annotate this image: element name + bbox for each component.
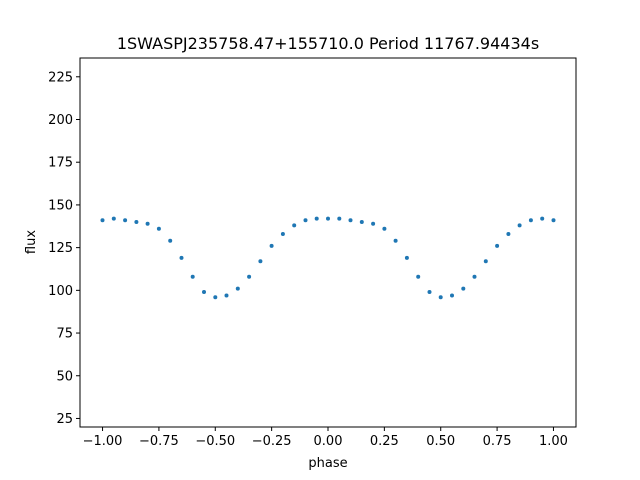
data-point: [551, 218, 556, 223]
y-tick-label: 125: [48, 241, 73, 256]
data-point: [247, 274, 252, 279]
data-point: [404, 255, 409, 260]
data-point: [292, 223, 297, 228]
data-point: [134, 220, 139, 224]
data-point: [235, 286, 240, 291]
data-point: [450, 293, 454, 298]
y-tick-label: 225: [48, 70, 73, 85]
data-point: [371, 221, 376, 226]
data-point: [190, 274, 195, 279]
x-tick-label: 0.75: [483, 434, 512, 449]
data-point: [359, 220, 364, 224]
data-point: [528, 218, 533, 223]
data-point: [337, 216, 342, 221]
data-point: [461, 286, 466, 291]
data-point: [483, 259, 488, 264]
axes-frame: [79, 57, 577, 428]
data-point: [224, 293, 229, 298]
y-tick-label: 75: [56, 327, 73, 342]
x-axis-label: phase: [308, 456, 347, 471]
y-axis-ticks: 25 50 75 100 125 150 175 200 225: [48, 70, 80, 427]
x-tick-label: 0.25: [370, 434, 399, 449]
data-point: [145, 221, 150, 226]
data-point: [258, 259, 263, 264]
data-point: [269, 243, 274, 248]
x-axis-ticks: −1.00 −0.75 −0.50 −0.25 0.00 0.25 0.50 0.75 1.00: [83, 427, 568, 449]
data-point: [314, 216, 319, 221]
y-tick-label: 50: [56, 369, 73, 384]
data-points: [100, 216, 556, 300]
y-tick-label: 200: [48, 113, 73, 128]
data-point: [438, 295, 443, 300]
data-point: [213, 295, 218, 300]
x-tick-label: 1.00: [539, 434, 568, 449]
data-point: [179, 255, 184, 260]
data-point: [111, 216, 116, 221]
y-tick-label: 150: [48, 198, 73, 213]
x-tick-label: −0.50: [195, 434, 235, 449]
data-point: [495, 243, 500, 248]
y-tick-label: 175: [48, 156, 73, 171]
data-point: [123, 218, 128, 223]
data-point: [517, 223, 522, 228]
data-point: [202, 290, 206, 294]
x-tick-label: −0.75: [139, 434, 179, 449]
data-point: [100, 218, 105, 223]
y-tick-label: 100: [48, 284, 73, 299]
x-tick-label: −0.25: [252, 434, 292, 449]
data-point: [348, 218, 353, 223]
data-point: [472, 274, 477, 279]
data-point: [416, 274, 421, 279]
data-point: [326, 216, 330, 221]
data-point: [382, 226, 387, 231]
data-point: [156, 226, 161, 231]
x-tick-label: −1.00: [83, 434, 123, 449]
data-point: [427, 290, 432, 294]
chart-title: 1SWASPJ235758.47+155710.0 Period 11767.9…: [117, 34, 539, 53]
data-point: [540, 216, 545, 221]
data-point: [506, 232, 511, 236]
data-point: [168, 238, 173, 243]
y-axis-label: flux: [24, 230, 39, 254]
data-point: [393, 238, 398, 243]
x-tick-label: 0.50: [426, 434, 455, 449]
y-tick-label: 25: [56, 412, 73, 427]
data-point: [280, 232, 285, 236]
data-point: [303, 218, 308, 223]
x-tick-label: 0.00: [314, 434, 343, 449]
